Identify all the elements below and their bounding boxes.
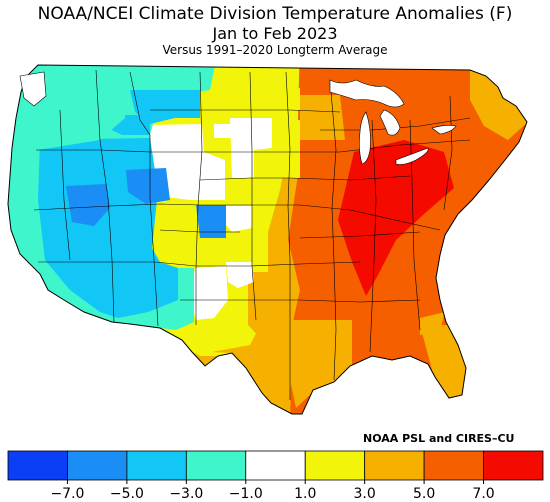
map-region-arizona-utah-south	[108, 250, 152, 290]
legend-tick-label: 1.0	[294, 486, 317, 502]
us-outline	[7, 64, 528, 415]
map-region-minnesota-southeast	[300, 95, 345, 140]
map-region-northern-plains-central	[222, 206, 252, 232]
map-region-texas-central-south	[248, 272, 290, 340]
legend-swatch-p6	[423, 450, 484, 481]
credit-label: NOAA PSL and CIRES–CU	[363, 432, 515, 445]
lake-erie	[395, 147, 429, 165]
map-region-colorado-core	[196, 205, 226, 238]
map-region-idaho-montana-west	[96, 65, 130, 100]
state-boundaries	[33, 69, 471, 400]
legend-tick-label: −5.0	[109, 486, 144, 502]
legend-tick-label: 3.0	[353, 486, 376, 502]
legend-swatch-m9	[7, 450, 68, 481]
legend-swatch-p4	[364, 450, 425, 481]
map-region-new-mexico-east	[190, 266, 228, 320]
map-region-northern-plains-central	[230, 118, 272, 178]
map-region-northern-plains-central	[150, 124, 225, 200]
map-region-florida	[420, 312, 445, 335]
map-region-gulf-coast	[288, 320, 352, 408]
lake-ontario	[431, 125, 457, 135]
map-region-wyoming-core	[126, 168, 170, 204]
map-region-great-basin-core	[66, 184, 110, 226]
map-region-new-mexico-east	[226, 262, 254, 288]
map-period: Jan to Feb 2023	[212, 24, 338, 43]
legend-tick-label: −7.0	[50, 486, 85, 502]
map-region-california-coast	[8, 150, 30, 255]
lake-huron	[379, 109, 401, 136]
legend-swatch-m2	[185, 450, 247, 481]
puget-sound-area	[19, 71, 47, 107]
legend-swatch-0	[245, 450, 306, 481]
legend-swatch-m6	[67, 450, 128, 481]
region-fills	[8, 65, 527, 414]
legend-swatch-p8	[483, 450, 544, 481]
map-region-northern-plains-central	[214, 124, 240, 138]
legend-tick-label: −1.0	[228, 486, 263, 502]
map-subtitle: Versus 1991–2020 Longterm Average	[162, 43, 388, 57]
lake-michigan	[359, 111, 371, 165]
legend-tick-label: −3.0	[169, 486, 204, 502]
legend-tick-label: 7.0	[472, 486, 495, 502]
map-title: NOAA/NCEI Climate Division Temperature A…	[37, 4, 513, 24]
lake-superior	[329, 79, 405, 108]
legend-swatch-m4	[126, 450, 187, 481]
map-region-minnesota	[272, 120, 300, 178]
legend-tick-label: 5.0	[412, 486, 436, 502]
map-region-minnesota	[252, 88, 300, 110]
legend-swatch-p2	[304, 450, 366, 481]
